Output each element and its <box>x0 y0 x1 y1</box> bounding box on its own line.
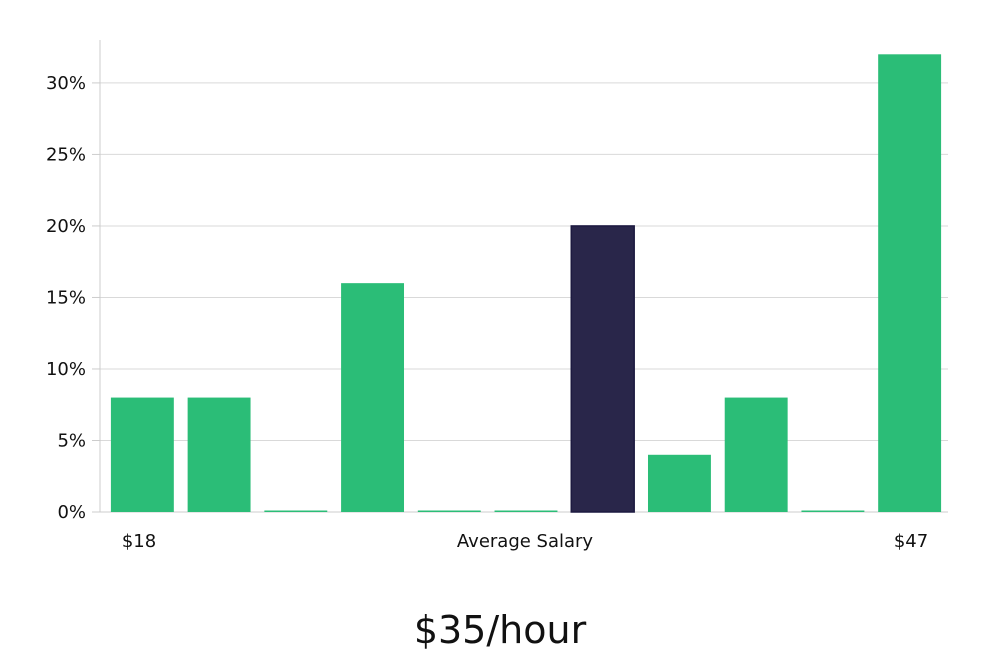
y-tick-label: 25% <box>46 144 86 165</box>
y-tick-label: 10% <box>46 359 86 380</box>
y-tick-label: 30% <box>46 73 86 94</box>
bar <box>341 283 405 512</box>
bar <box>110 397 174 512</box>
average-salary-headline: $35/hour <box>413 608 587 652</box>
x-label-min: $18 <box>122 531 156 552</box>
bar <box>647 454 711 512</box>
bars <box>110 54 942 513</box>
y-axis-ticks: 0% 5% 10% 15% 20% 25% 30% <box>46 73 100 523</box>
grid-lines <box>100 82 948 441</box>
x-label-average: Average Salary <box>457 531 594 552</box>
bar-average-salary <box>570 225 635 513</box>
x-label-max: $47 <box>894 531 928 552</box>
bar <box>494 510 558 512</box>
bar <box>724 397 788 512</box>
bar <box>417 510 481 512</box>
bar <box>801 510 865 512</box>
salary-distribution-chart: 0% 5% 10% 15% 20% 25% 30% $18 Average Salary $… <box>46 40 948 552</box>
y-tick-label: 20% <box>46 216 86 237</box>
y-tick-label: 5% <box>57 430 86 451</box>
y-tick-label: 0% <box>57 502 86 523</box>
y-tick-label: 15% <box>46 287 86 308</box>
bar <box>187 397 251 512</box>
bar <box>264 510 328 512</box>
bar <box>878 54 942 512</box>
